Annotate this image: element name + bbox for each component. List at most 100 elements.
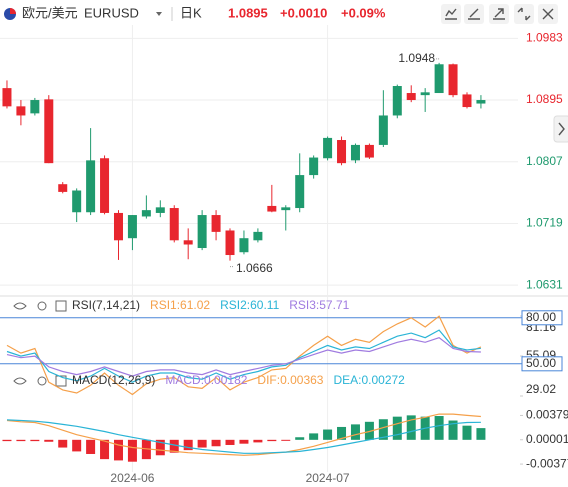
series-line — [6, 413, 481, 456]
candle-body — [295, 175, 305, 209]
candle-body — [448, 64, 458, 96]
series-line — [6, 329, 481, 383]
candle-body — [337, 140, 347, 164]
eye-icon[interactable] — [13, 302, 27, 310]
candle-body — [211, 215, 221, 232]
candle-body — [127, 215, 137, 239]
indicator-title: MACD(12,26,9) — [72, 373, 155, 387]
x-tick-label: 2024-06 — [110, 471, 154, 485]
tool-button[interactable] — [514, 4, 534, 24]
legend-entry: DEA:0.00272 — [333, 373, 405, 387]
symbol-name[interactable]: 欧元/美元 — [22, 5, 78, 20]
histogram-bar — [253, 439, 263, 443]
candle-body — [392, 86, 402, 116]
symbol-code[interactable]: EURUSD — [84, 5, 139, 20]
histogram-bar — [211, 439, 221, 447]
change-pct: +0.09% — [341, 5, 386, 20]
y-tick-label: 0.00001 — [526, 432, 568, 446]
histogram-bar — [183, 439, 193, 451]
candle-body — [30, 100, 40, 114]
y-tick-label: 0.00379 — [526, 408, 568, 422]
candle-body — [141, 210, 151, 217]
change: +0.0010 — [280, 5, 327, 20]
histogram-bar — [392, 416, 402, 440]
histogram-bar — [72, 439, 82, 452]
candle-body — [267, 205, 277, 212]
tool-icon — [445, 8, 457, 20]
legend-entry: RSI2:60.11 — [220, 298, 279, 312]
y-tick-label: 1.0807 — [526, 154, 563, 168]
histogram-bar — [100, 439, 110, 460]
candle-body — [350, 144, 360, 161]
candle-body — [406, 93, 416, 101]
histogram-bar — [364, 421, 374, 440]
candle-body — [476, 100, 486, 104]
histogram-bar — [86, 439, 96, 454]
max-label: 1.0948 — [398, 51, 435, 65]
indicator-icon[interactable] — [55, 300, 67, 312]
eye-icon[interactable] — [13, 377, 27, 385]
y-tick-label: -0.00377 — [526, 456, 568, 470]
candle-body — [197, 215, 207, 249]
reference-label-box — [521, 310, 563, 326]
candle-body — [86, 160, 96, 213]
series-line — [6, 315, 482, 396]
y-tick-label: 1.0719 — [526, 216, 563, 230]
candle-body — [155, 207, 165, 213]
reference-label: 80.00 — [526, 310, 556, 324]
y-tick-label: 1.0983 — [526, 30, 563, 44]
indicator-icon[interactable] — [55, 375, 67, 387]
candle-body — [364, 144, 374, 158]
candle-body — [239, 238, 249, 253]
indicator-title: RSI(7,14,21) — [72, 298, 140, 312]
histogram-bar — [197, 439, 207, 448]
histogram-bar — [141, 439, 151, 460]
tool-button[interactable] — [441, 4, 461, 24]
reference-label: 50.00 — [526, 356, 556, 370]
histogram-bar — [127, 439, 137, 462]
tool-icon — [517, 7, 531, 21]
histogram-bar — [476, 428, 486, 440]
histogram-bar — [2, 439, 12, 442]
histogram-bar — [169, 439, 179, 453]
macd-panel-icons — [13, 375, 67, 387]
period[interactable]: 日K — [180, 5, 202, 20]
y-tick-label: 1.0631 — [526, 277, 563, 291]
series-line — [6, 419, 481, 454]
candle-body — [323, 137, 333, 159]
side-button-icon — [558, 122, 565, 136]
histogram-bar — [323, 429, 333, 440]
rsi-panel-icons — [13, 300, 67, 312]
candle-body — [44, 99, 54, 164]
candle-body — [420, 92, 430, 96]
price: 1.0895 — [228, 5, 268, 20]
dropdown-arrow[interactable] — [156, 12, 162, 16]
histogram-bar — [58, 439, 68, 448]
min-label: 1.0666 — [236, 261, 273, 275]
reference-label-box — [521, 356, 563, 372]
tool-button[interactable] — [464, 4, 484, 24]
candle-body — [113, 212, 123, 241]
candle-body — [183, 240, 193, 245]
candle-body — [281, 207, 291, 211]
candle-body — [434, 64, 444, 94]
candle-body — [225, 230, 235, 256]
histogram-bar — [378, 419, 388, 440]
side-button[interactable] — [553, 115, 568, 143]
candle-body — [100, 158, 110, 213]
histogram-bar — [434, 416, 444, 440]
legend-entry: RSI3:57.71 — [289, 298, 349, 312]
histogram-bar — [239, 439, 249, 444]
settings-icon[interactable] — [37, 301, 47, 311]
histogram-bar — [462, 425, 472, 440]
candle-body — [378, 115, 388, 145]
candle-body — [2, 88, 12, 107]
tool-button[interactable] — [489, 4, 509, 24]
legend-entry: MACD:0.00182 — [165, 373, 247, 387]
tool-icon — [493, 8, 505, 20]
settings-icon[interactable] — [37, 376, 47, 386]
candle-body — [309, 157, 319, 176]
histogram-bar — [44, 439, 54, 442]
flag-icon-part — [10, 8, 16, 14]
